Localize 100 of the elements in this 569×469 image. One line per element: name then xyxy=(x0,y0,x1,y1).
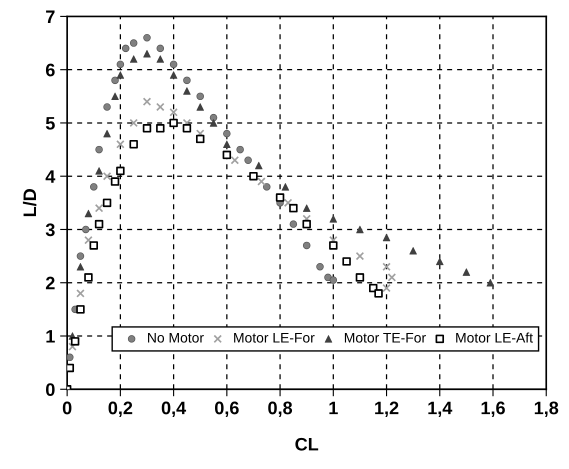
point xyxy=(183,87,191,95)
point xyxy=(95,146,103,154)
point xyxy=(142,97,152,106)
point xyxy=(84,273,93,282)
point xyxy=(290,220,298,228)
point xyxy=(170,60,178,68)
x-tick-label: 1 xyxy=(329,402,338,414)
point xyxy=(90,183,98,191)
point xyxy=(356,252,364,260)
point xyxy=(156,44,164,52)
y-tick-label: 7 xyxy=(46,10,55,23)
point xyxy=(130,39,138,47)
point xyxy=(76,305,85,314)
y-tick-label: 3 xyxy=(46,223,55,236)
point xyxy=(76,263,84,271)
point xyxy=(282,183,290,191)
point xyxy=(330,276,338,284)
point xyxy=(70,337,80,346)
point xyxy=(129,140,138,148)
point xyxy=(143,34,151,42)
point xyxy=(196,103,204,111)
point xyxy=(330,215,338,223)
point xyxy=(284,198,292,208)
point xyxy=(302,242,310,250)
legend-label: No Motor xyxy=(148,332,204,343)
point xyxy=(276,193,284,202)
point xyxy=(356,226,364,234)
point xyxy=(223,130,231,138)
point xyxy=(249,172,258,180)
point xyxy=(236,146,244,154)
point xyxy=(182,124,192,133)
point xyxy=(263,183,271,191)
point xyxy=(116,71,124,79)
point xyxy=(388,273,396,282)
point xyxy=(230,156,240,164)
x-tick-label: 0,2 xyxy=(108,402,132,417)
point xyxy=(210,119,218,127)
point xyxy=(84,236,93,244)
x-tick-label: 1,2 xyxy=(375,402,398,417)
point xyxy=(316,263,324,271)
point xyxy=(94,204,104,212)
y-tick-label: 1 xyxy=(46,330,55,343)
point xyxy=(382,284,391,292)
point xyxy=(329,241,338,250)
point xyxy=(169,118,178,128)
legend-label: Motor LE-Aft xyxy=(456,332,533,343)
point xyxy=(76,289,85,298)
y-tick-label: 4 xyxy=(46,170,56,183)
point xyxy=(156,102,165,112)
y-tick-label: 5 xyxy=(46,117,55,130)
y-axis-title: L/D xyxy=(22,189,36,216)
point xyxy=(102,172,112,180)
point xyxy=(170,71,178,79)
x-axis-title: CL xyxy=(295,438,318,451)
point xyxy=(374,289,383,298)
point xyxy=(68,342,77,351)
x-tick-label: 1,6 xyxy=(482,402,505,417)
point xyxy=(302,220,311,228)
point xyxy=(142,124,152,133)
point xyxy=(94,220,104,228)
point xyxy=(183,76,191,84)
point xyxy=(130,55,138,63)
point xyxy=(103,103,111,111)
point xyxy=(84,210,92,218)
point xyxy=(122,44,130,52)
point xyxy=(102,198,112,208)
point xyxy=(196,92,204,100)
point xyxy=(76,252,84,260)
point xyxy=(255,162,263,170)
point xyxy=(90,241,98,250)
point xyxy=(143,50,151,58)
point xyxy=(409,247,417,255)
point xyxy=(289,204,298,212)
point xyxy=(382,262,391,271)
point xyxy=(382,234,390,242)
x-tick-label: 1,4 xyxy=(428,402,452,417)
point xyxy=(110,177,120,186)
point xyxy=(356,273,364,282)
x-tick-label: 0,6 xyxy=(215,402,239,417)
point xyxy=(342,257,351,266)
point xyxy=(302,204,310,212)
point xyxy=(244,156,252,164)
point xyxy=(67,364,74,372)
legend-label: Motor LE-For xyxy=(234,332,315,343)
point xyxy=(111,92,119,100)
point xyxy=(103,130,111,138)
point xyxy=(156,55,164,63)
point xyxy=(196,134,204,144)
point xyxy=(462,268,470,276)
x-tick-label: 0 xyxy=(62,402,72,414)
point xyxy=(95,167,103,175)
point xyxy=(210,114,218,122)
point xyxy=(111,76,119,84)
point xyxy=(82,226,90,234)
point xyxy=(222,150,232,160)
x-tick-label: 1,8 xyxy=(534,402,558,417)
point xyxy=(116,166,125,176)
point xyxy=(116,60,124,68)
x-tick-label: 0,4 xyxy=(162,402,186,417)
point xyxy=(436,258,444,266)
